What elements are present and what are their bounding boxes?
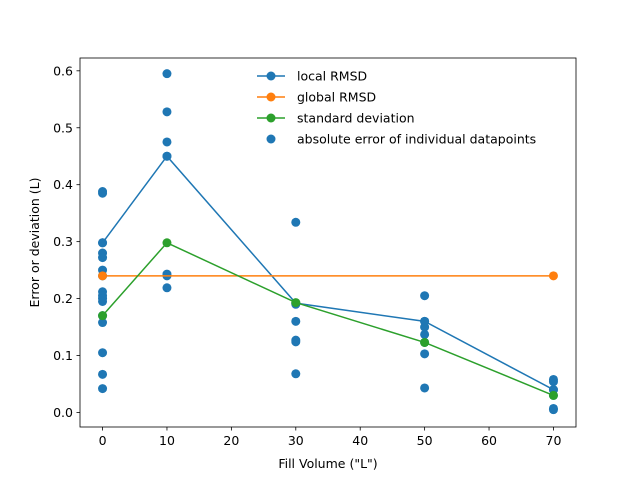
absolute-error-of-individual-datapoints-point [420,291,430,301]
global-rmsd-point [548,271,558,281]
legend-standard-deviation-label: standard deviation [297,111,415,126]
absolute-error-of-individual-datapoints-point [162,107,172,117]
x-tick-label: 0 [99,433,107,448]
absolute-error-of-individual-datapoints-point [98,253,108,263]
series-layer [98,69,558,415]
x-tick-label: 20 [223,433,239,448]
absolute-error-of-individual-datapoints-point [98,294,108,304]
legend-absolute-error-of-individual-datapoints-swatch-marker [266,134,276,144]
y-axis: 0.0 0.1 0.2 0.3 0.4 0.5 0.6 [53,63,80,420]
y-tick-label: 0.2 [53,291,73,306]
absolute-error-of-individual-datapoints-point [548,377,558,387]
absolute-error-of-individual-datapoints-point [420,383,430,393]
absolute-error-of-individual-datapoints-point [291,217,301,227]
y-tick-label: 0.5 [53,120,73,135]
y-axis-label: Error or deviation (L) [27,178,42,308]
y-tick-label: 0.3 [53,234,73,249]
absolute-error-of-individual-datapoints-point [291,316,301,326]
global-rmsd-point [98,271,108,281]
local-rmsd-point [420,316,430,326]
legend-local-rmsd-swatch-marker [266,71,276,81]
local-rmsd-point [98,238,108,248]
absolute-error-of-individual-datapoints-point [98,348,108,358]
y-tick-label: 0.1 [53,348,73,363]
standard-deviation-point [548,390,558,400]
y-tick-label: 0.0 [53,405,73,420]
absolute-error-of-individual-datapoints-point [162,69,172,79]
x-tick-label: 10 [159,433,175,448]
x-axis: 0 10 20 30 40 50 60 70 [99,427,562,448]
y-tick-label: 0.4 [53,177,73,192]
absolute-error-of-individual-datapoints-point [420,349,430,359]
absolute-error-of-individual-datapoints-point [98,187,108,197]
x-tick-label: 40 [352,433,368,448]
absolute-error-of-individual-datapoints-point [162,283,172,293]
legend-standard-deviation-swatch-marker [266,113,276,123]
plot-frame [79,57,577,428]
legend-global-rmsd-swatch-marker [266,92,276,102]
x-tick-label: 70 [546,433,562,448]
legend-local-rmsd-label: local RMSD [297,69,367,84]
absolute-error-of-individual-datapoints-point [291,337,301,347]
x-tick-label: 60 [481,433,497,448]
x-axis-label: Fill Volume ("L") [278,456,377,471]
absolute-error-of-individual-datapoints-point [98,318,108,328]
standard-deviation-point [420,337,430,347]
local-rmsd-point [162,151,172,161]
absolute-error-of-individual-datapoints-point [162,137,172,147]
legend: local RMSD global RMSD standard deviation a… [257,69,536,147]
absolute-error-of-individual-datapoints-point [98,384,108,394]
x-tick-label: 50 [417,433,433,448]
absolute-error-of-individual-datapoints-point [548,405,558,415]
standard-deviation-point [162,238,172,248]
absolute-error-of-individual-datapoints-point [291,369,301,379]
legend-global-rmsd-label: global RMSD [297,90,376,105]
x-tick-label: 30 [288,433,304,448]
y-tick-label: 0.6 [53,63,73,78]
standard-deviation-point [291,298,301,308]
legend-absolute-error-of-individual-datapoints-label: absolute error of individual datapoints [297,132,536,147]
absolute-error-of-individual-datapoints-point [420,329,430,339]
absolute-error-of-individual-datapoints-point [98,369,108,379]
standard-deviation-point [98,311,108,321]
